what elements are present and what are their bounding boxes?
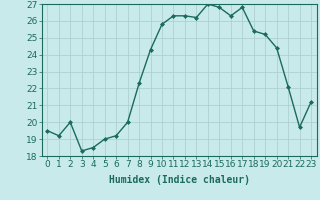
X-axis label: Humidex (Indice chaleur): Humidex (Indice chaleur)	[109, 175, 250, 185]
